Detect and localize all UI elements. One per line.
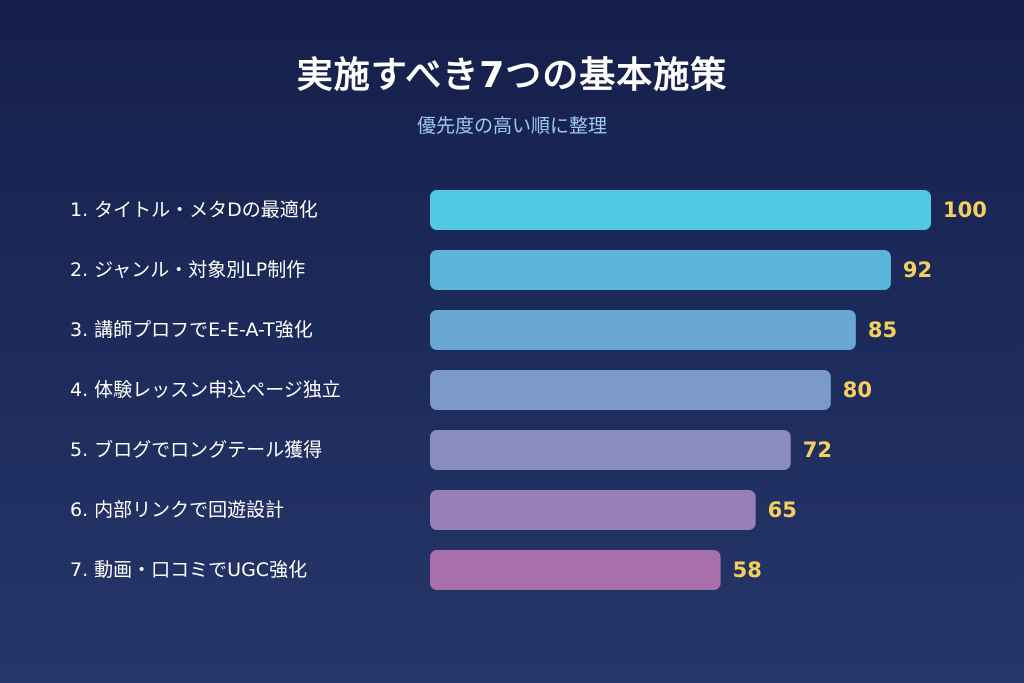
value-label: 65 (768, 498, 797, 522)
category-label: 4. 体験レッスン申込ページ独立 (70, 379, 341, 401)
category-label: 1. タイトル・メタDの最適化 (70, 199, 318, 221)
bar (430, 550, 721, 590)
category-label: 2. ジャンル・対象別LP制作 (70, 259, 305, 281)
value-label: 85 (868, 318, 897, 342)
category-label: 7. 動画・口コミでUGC強化 (70, 559, 307, 581)
value-label: 58 (733, 558, 762, 582)
category-label: 5. ブログでロングテール獲得 (70, 438, 322, 461)
value-label: 100 (943, 198, 987, 222)
bar (430, 250, 891, 290)
bar (430, 430, 791, 470)
bar (430, 370, 831, 410)
value-label: 92 (903, 258, 932, 282)
value-label: 80 (843, 378, 872, 402)
bar (430, 490, 756, 530)
category-label: 3. 講師プロフでE-E-A-T強化 (70, 319, 313, 341)
bar (430, 310, 856, 350)
chart-title: 実施すべき7つの基本施策 (296, 55, 728, 96)
category-label: 6. 内部リンクで回遊設計 (70, 499, 284, 521)
bar (430, 190, 931, 230)
chart-subtitle: 優先度の高い順に整理 (416, 115, 607, 137)
value-label: 72 (803, 438, 832, 462)
